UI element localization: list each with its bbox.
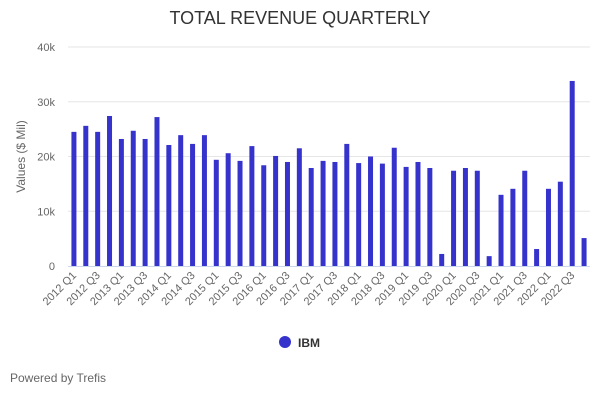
bar (510, 188, 516, 266)
bar (462, 167, 468, 266)
y-tick-label: 10k (37, 206, 55, 218)
bar (166, 145, 172, 266)
bar (308, 167, 314, 266)
bar (154, 117, 160, 266)
bar (284, 161, 290, 266)
bar (213, 159, 219, 266)
bar (498, 194, 504, 266)
bar (332, 161, 338, 266)
bar (486, 256, 492, 266)
y-tick-label: 40k (37, 42, 55, 54)
bar (107, 115, 113, 266)
bar (415, 161, 421, 266)
bar (439, 253, 445, 266)
bar (391, 147, 397, 266)
bar (427, 167, 433, 266)
bar (95, 131, 101, 266)
bar (273, 155, 279, 266)
bar (190, 143, 196, 266)
bar (403, 166, 409, 266)
y-axis-label: Values ($ Mil) (14, 120, 28, 192)
bar (368, 156, 374, 266)
chart-title: TOTAL REVENUE QUARTERLY (169, 8, 431, 28)
bar (344, 143, 350, 266)
bar (237, 160, 243, 266)
bar (261, 165, 267, 266)
legend-marker (279, 336, 291, 348)
bar (545, 188, 551, 266)
legend-label: IBM (298, 336, 320, 350)
bar (451, 170, 457, 266)
bar (534, 249, 540, 266)
bar (71, 131, 77, 266)
y-tick-label: 30k (37, 97, 55, 109)
bar (581, 238, 587, 266)
bar (522, 170, 528, 266)
bar (118, 138, 124, 266)
bar (557, 181, 563, 266)
bar (474, 170, 480, 266)
bar (379, 163, 385, 266)
y-tick-label: 20k (37, 152, 55, 164)
bar (130, 130, 136, 266)
bar (83, 125, 89, 266)
bar (569, 80, 575, 266)
y-tick-label: 0 (49, 261, 55, 273)
bar (225, 153, 231, 266)
bar (320, 160, 326, 266)
bar (296, 148, 302, 266)
bar (201, 135, 207, 266)
bar (356, 163, 362, 266)
powered-by-text: Powered by Trefis (10, 371, 107, 385)
bar (249, 146, 255, 266)
bar (142, 138, 148, 266)
bar (178, 135, 184, 266)
